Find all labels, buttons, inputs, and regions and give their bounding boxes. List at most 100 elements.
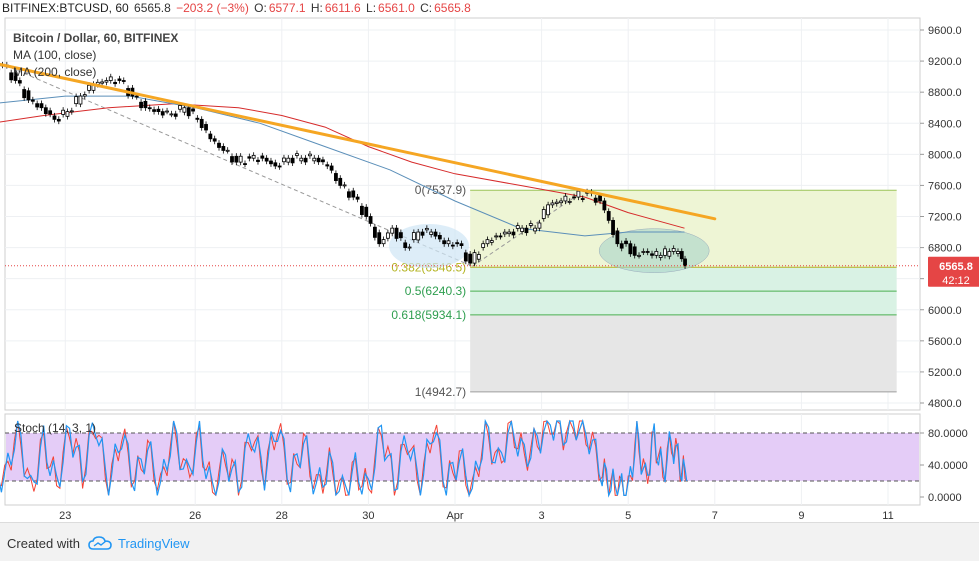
candle (286, 157, 291, 163)
candle (667, 251, 672, 257)
candle (459, 243, 464, 246)
candle (139, 101, 143, 109)
fib-trend-connector (4, 64, 473, 267)
last-price: 6565.8 (134, 1, 171, 15)
stochastic-panel (0, 418, 920, 498)
open-label: O: (254, 1, 267, 15)
candle (390, 227, 395, 234)
candle (494, 235, 499, 238)
candle (485, 239, 490, 245)
candle (593, 197, 598, 203)
candle (515, 225, 520, 229)
price-tick-label: 8800.0 (928, 87, 962, 99)
candle (121, 80, 126, 82)
candle (411, 232, 416, 241)
fib-zone-0.5 (470, 291, 897, 315)
candle (424, 227, 429, 231)
candle (208, 133, 213, 140)
candle (554, 201, 559, 204)
price-tick-label: 5600.0 (928, 336, 962, 348)
candle (104, 80, 109, 83)
time-axis[interactable]: 23 26 28 30 Apr 3 5 7 9 11 (59, 510, 894, 522)
candle (524, 227, 529, 234)
highlight-ellipse-left (389, 224, 470, 269)
tradingview-link[interactable]: TradingView (118, 536, 190, 551)
main-panel-border (4, 17, 921, 411)
time-tick-label: 7 (712, 510, 718, 522)
stoch-legend[interactable]: Stoch (14, 3, 1) (14, 421, 97, 435)
candle (433, 231, 438, 237)
candle (13, 72, 18, 81)
candle (282, 157, 286, 163)
candle (334, 173, 338, 181)
candle (113, 82, 117, 85)
candle (74, 96, 79, 105)
candle (637, 254, 641, 257)
candle (347, 191, 351, 198)
candle (416, 231, 421, 241)
candle (472, 252, 477, 264)
candle (251, 154, 256, 159)
candle (355, 196, 360, 200)
candle (420, 231, 425, 236)
candle (199, 118, 204, 128)
candle (342, 184, 347, 187)
symbol-name[interactable]: BITFINEX:BTCUSD, 60 (2, 1, 129, 15)
fib-label-0.5: 0.5(6240.3) (405, 284, 466, 298)
stoch-k-line (0, 418, 688, 498)
price-change: −203.2 (−3%) (176, 1, 249, 15)
candle (507, 231, 512, 235)
footer-bar: Created with TradingView (0, 522, 979, 561)
price-tick-label: 7600.0 (928, 180, 962, 192)
candle (30, 99, 35, 102)
candle (351, 190, 356, 198)
candle (182, 107, 187, 113)
candle (56, 118, 61, 122)
fib-label-1: 1(4942.7) (415, 385, 466, 399)
candle (238, 155, 243, 163)
candle (498, 235, 503, 238)
candle (217, 142, 221, 148)
candle (152, 109, 156, 112)
candle (645, 251, 650, 253)
time-tick-label: 11 (882, 510, 893, 522)
candle (563, 195, 568, 202)
candle (559, 200, 563, 204)
candle (394, 227, 399, 239)
ma100-legend[interactable]: MA (100, close) (13, 48, 97, 62)
trend-line[interactable] (0, 62, 717, 221)
candle (468, 253, 473, 264)
time-tick-label: 3 (539, 510, 545, 522)
price-axis[interactable]: 9600.0 9200.0 8800.0 8400.0 8000.0 7600.0 7200… (920, 25, 979, 504)
price-series (0, 61, 920, 269)
candle (567, 200, 572, 203)
candle (256, 159, 260, 162)
candle (35, 103, 40, 108)
candle (329, 165, 334, 171)
fib-zone-0.382 (470, 267, 897, 292)
candle (178, 105, 182, 110)
price-tick-label: 9600.0 (928, 25, 962, 37)
stoch-tick-label: 80.0000 (928, 428, 968, 440)
candle (403, 242, 408, 248)
candle (143, 100, 148, 109)
candle (195, 117, 200, 120)
indicator-legend: Bitcoin / Dollar, 60, BITFINEX MA (100, … (13, 30, 178, 81)
tradingview-cloud-icon[interactable] (88, 535, 112, 556)
ma200-legend[interactable]: MA (200, close) (13, 65, 97, 79)
open-value: 6577.1 (268, 1, 306, 15)
candle (82, 94, 87, 97)
high-label: H: (310, 1, 323, 15)
time-tick-label: 30 (362, 510, 374, 522)
chart-title: Bitcoin / Dollar, 60, BITFINEX (13, 31, 179, 45)
time-tick-label: 23 (59, 510, 71, 522)
candle (576, 190, 581, 198)
time-tick-label: 9 (798, 510, 804, 522)
candle (243, 163, 247, 166)
candle (9, 72, 14, 81)
candle (160, 111, 165, 116)
candle (364, 206, 369, 217)
candle (316, 157, 321, 163)
candle (481, 243, 486, 248)
candle (48, 110, 53, 115)
